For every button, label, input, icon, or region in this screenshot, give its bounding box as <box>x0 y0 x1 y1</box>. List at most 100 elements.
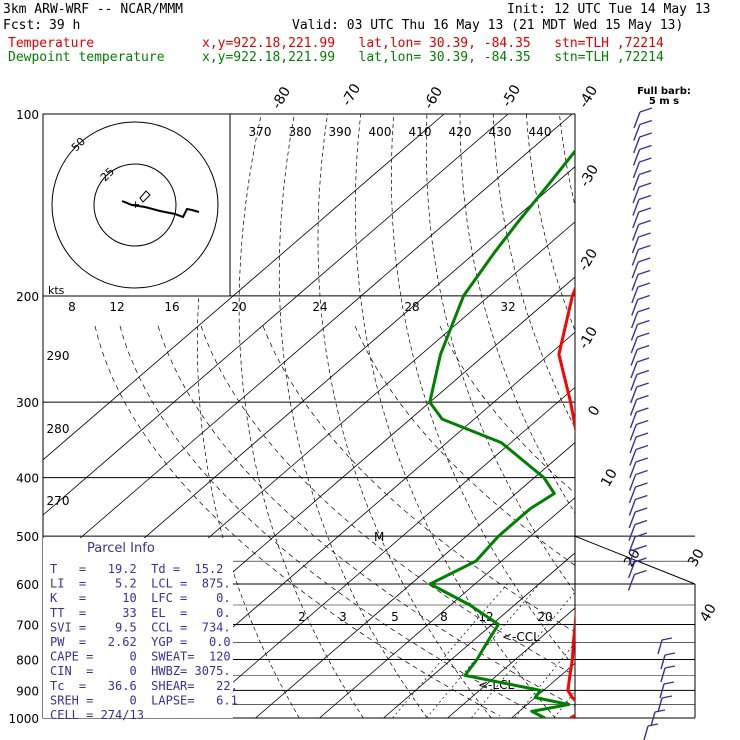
wind-barb <box>631 232 651 254</box>
moist-adiabat <box>94 325 501 717</box>
parcel-info-title: Parcel Info <box>87 541 155 556</box>
isotherm-label: 30 <box>685 546 708 569</box>
isotherm <box>191 386 575 718</box>
theta-label: 290 <box>47 349 70 363</box>
dewpoint-legend-label: Dewpoint temperature <box>8 50 165 65</box>
wind-barb <box>660 665 676 683</box>
isotherm <box>43 114 573 571</box>
hodograph-ring <box>51 121 219 289</box>
wind-barb <box>650 709 666 727</box>
dry-adiabat <box>459 114 575 514</box>
parcel-info-panel <box>43 538 233 718</box>
wind-barb <box>630 357 650 379</box>
pressure-tick-label: 1000 <box>8 712 39 726</box>
mixing-ratio-label: 20 <box>537 610 552 624</box>
pressure-tick-label: 700 <box>16 618 39 632</box>
barb-legend-title: Full barb: <box>637 86 691 97</box>
dewpoint-location: x,y=922.18,221.99 lat,lon= 30.39, -84.35… <box>202 50 664 65</box>
isotherm-label: 0 <box>585 403 603 419</box>
wind-barb <box>633 119 653 141</box>
moist-adiabat <box>262 325 575 633</box>
speed-tick-label: 8 <box>68 300 76 314</box>
wind-barb <box>630 319 650 341</box>
theta-label: 430 <box>489 125 512 139</box>
barb-legend-unit: 5 m s <box>649 96 679 107</box>
dry-adiabat <box>559 114 575 208</box>
dry-adiabat <box>492 114 575 429</box>
pressure-tick-label: 400 <box>16 472 39 486</box>
wind-barb <box>632 182 652 204</box>
isotherm-label: 10 <box>598 466 621 489</box>
temperature-profile <box>557 285 575 718</box>
wind-barb <box>657 637 673 655</box>
valid-time: Valid: 03 UTC Thu 16 May 13 (21 MDT Wed … <box>292 18 684 33</box>
isotherm <box>319 497 575 718</box>
speed-tick-label: 32 <box>500 300 515 314</box>
parcel-info-row: CELL = 274/13 <box>50 708 144 722</box>
wind-barb <box>631 294 650 316</box>
speed-tick-label: 28 <box>404 300 419 314</box>
wind-barb <box>628 532 648 554</box>
wind-barb <box>628 507 648 529</box>
dry-adiabat <box>525 114 575 332</box>
storm-motion-marker <box>139 190 151 203</box>
model-title: 3km ARW-WRF -- NCAR/MMM <box>3 2 184 17</box>
hodograph-trace <box>121 200 200 219</box>
parcel-info-row: LI = 5.2 LCL = 875. <box>50 577 231 591</box>
parcel-info-row: TT = 33 EL = 0. <box>50 606 231 620</box>
wind-barb <box>632 207 652 229</box>
plot-frame-edge <box>574 535 696 585</box>
isotherm-label: 20 <box>621 546 644 569</box>
parcel-info-row: SVI = 9.5 CCL = 734. <box>50 620 231 634</box>
wind-barb <box>628 494 648 516</box>
forecast-hours: 39 h <box>49 18 81 33</box>
wind-barb <box>629 394 649 416</box>
dry-adiabat <box>238 114 364 718</box>
parcel-info-row: T = 19.2 Td = 15.2 <box>50 562 223 576</box>
wind-barb <box>659 681 675 699</box>
theta-label: 400 <box>369 125 392 139</box>
wind-barb <box>630 332 650 354</box>
mixing-ratio-label: 2 <box>298 610 306 624</box>
dewpoint-profile <box>428 148 575 718</box>
pressure-tick-label: 200 <box>16 290 39 304</box>
parcel-info-row: K = 10 LFC = 0. <box>50 591 231 605</box>
mixing-ratio-line <box>606 584 709 718</box>
wind-barb <box>632 157 652 179</box>
moist-adiabat <box>119 325 541 717</box>
pressure-tick-label: 100 <box>16 108 39 122</box>
isotherm <box>383 552 575 718</box>
speed-tick-label: 24 <box>312 300 327 314</box>
isotherm-label: -10 <box>576 324 601 352</box>
dry-adiabat <box>626 114 740 718</box>
wind-barb <box>633 132 652 154</box>
wind-barb <box>643 723 659 740</box>
moist-adiabat <box>439 325 575 494</box>
wind-barb <box>628 519 648 541</box>
speed-tick-label: 12 <box>109 300 124 314</box>
dry-adiabat <box>659 114 740 718</box>
theta-label: 270 <box>47 494 70 508</box>
mixing-ratio-label: 5 <box>391 610 399 624</box>
wind-barb <box>630 307 650 329</box>
isotherm-label: -50 <box>499 82 524 110</box>
wind-barb <box>628 482 648 504</box>
theta-label: 420 <box>449 125 472 139</box>
mixing-ratio-label: 3 <box>339 610 347 624</box>
isotherm-label: -30 <box>577 162 602 190</box>
isotherm-label: -20 <box>576 246 601 274</box>
forecast-label: Fcst: <box>3 18 43 33</box>
speed-tick-label: 16 <box>164 300 179 314</box>
wind-barb <box>631 282 651 304</box>
isotherm <box>704 114 740 718</box>
dry-adiabat <box>593 114 740 718</box>
hodograph-ring <box>93 163 177 247</box>
isotherm <box>43 114 445 461</box>
wind-barb <box>632 169 652 191</box>
moist-adiabat <box>200 325 575 676</box>
wind-barb <box>632 194 652 216</box>
isotherm <box>511 662 575 718</box>
wind-barb <box>631 244 651 266</box>
isotherm-label: 40 <box>697 601 720 624</box>
wind-barb <box>630 382 649 404</box>
